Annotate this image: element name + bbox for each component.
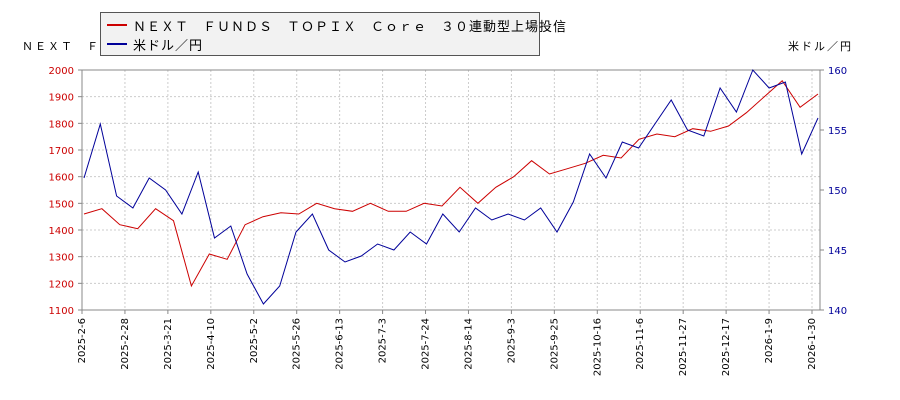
right-tick-label: 145	[828, 246, 847, 257]
x-tick-label: 2025-6-13	[335, 318, 346, 370]
x-tick-label: 2025-7-3	[378, 318, 389, 363]
series-line-topix	[83, 79, 819, 288]
left-y-axis: 1100 1200 1300 1400 1500 1600 1700 1800 1900 2000	[49, 66, 82, 317]
x-tick-label: 2025-7-24	[421, 318, 432, 370]
left-tick-label: 1800	[49, 119, 74, 130]
x-tick-label: 2025-11-6	[635, 318, 646, 370]
x-tick-label: 2025-5-2	[249, 318, 260, 363]
grid-lines	[81, 69, 820, 311]
left-tick-label: 2000	[49, 66, 74, 77]
x-tick-label: 2025-12-17	[721, 318, 732, 376]
right-y-axis: 140 145 150 155 160	[820, 66, 847, 317]
left-tick-label: 1500	[49, 199, 74, 210]
left-tick-label: 1400	[49, 226, 74, 237]
right-tick-label: 150	[828, 186, 847, 197]
x-tick-label: 2025-10-16	[592, 318, 603, 376]
series-lines	[83, 69, 819, 305]
legend-label-usdjpy: 米ドル／円	[133, 38, 204, 54]
right-tick-label: 160	[828, 66, 847, 77]
legend-item-usdjpy: 米ドル／円	[107, 35, 204, 54]
x-tick-label: 2025-8-14	[463, 318, 474, 370]
right-tick-label: 155	[828, 126, 847, 137]
left-tick-label: 1300	[49, 253, 74, 264]
legend-swatch-topix	[107, 24, 127, 26]
x-axis: 2025-2-6 2025-2-28 2025-3-21 2025-4-10 2025-…	[77, 310, 818, 376]
series-line-usdjpy	[83, 69, 819, 305]
x-tick-label: 2025-5-26	[292, 318, 303, 370]
x-tick-label: 2026-1-30	[807, 318, 818, 370]
plot-frame	[81, 69, 821, 311]
right-tick-label: 140	[828, 306, 847, 317]
x-tick-label: 2025-4-10	[206, 318, 217, 370]
left-tick-label: 1100	[49, 306, 74, 317]
x-tick-label: 2025-2-28	[120, 318, 131, 370]
x-tick-label: 2025-9-3	[506, 318, 517, 363]
x-tick-label: 2025-3-21	[163, 318, 174, 370]
legend-swatch-usdjpy	[107, 43, 127, 45]
left-tick-label: 1200	[49, 279, 74, 290]
chart-legend: ＮＥＸＴ ＦＵＮＤＳ ＴＯＰＩＸ Ｃｏｒｅ ３０連動型上場投信 米ドル／円	[100, 12, 566, 56]
x-tick-label: 2025-11-27	[678, 318, 689, 376]
x-tick-label: 2025-2-6	[77, 318, 88, 363]
left-tick-label: 1700	[49, 146, 74, 157]
left-tick-label: 1900	[49, 93, 74, 104]
x-tick-label: 2026-1-9	[764, 318, 775, 363]
legend-item-topix: ＮＥＸＴ ＦＵＮＤＳ ＴＯＰＩＸ Ｃｏｒｅ ３０連動型上場投信	[107, 16, 568, 35]
right-axis-title: 米ドル／円	[788, 40, 853, 53]
legend-label-topix: ＮＥＸＴ ＦＵＮＤＳ ＴＯＰＩＸ Ｃｏｒｅ ３０連動型上場投信	[133, 19, 568, 35]
x-tick-label: 2025-9-25	[549, 318, 560, 370]
left-tick-label: 1600	[49, 173, 74, 184]
left-axis-title: ＮＥＸＴ ＦＵＮ	[22, 40, 126, 53]
